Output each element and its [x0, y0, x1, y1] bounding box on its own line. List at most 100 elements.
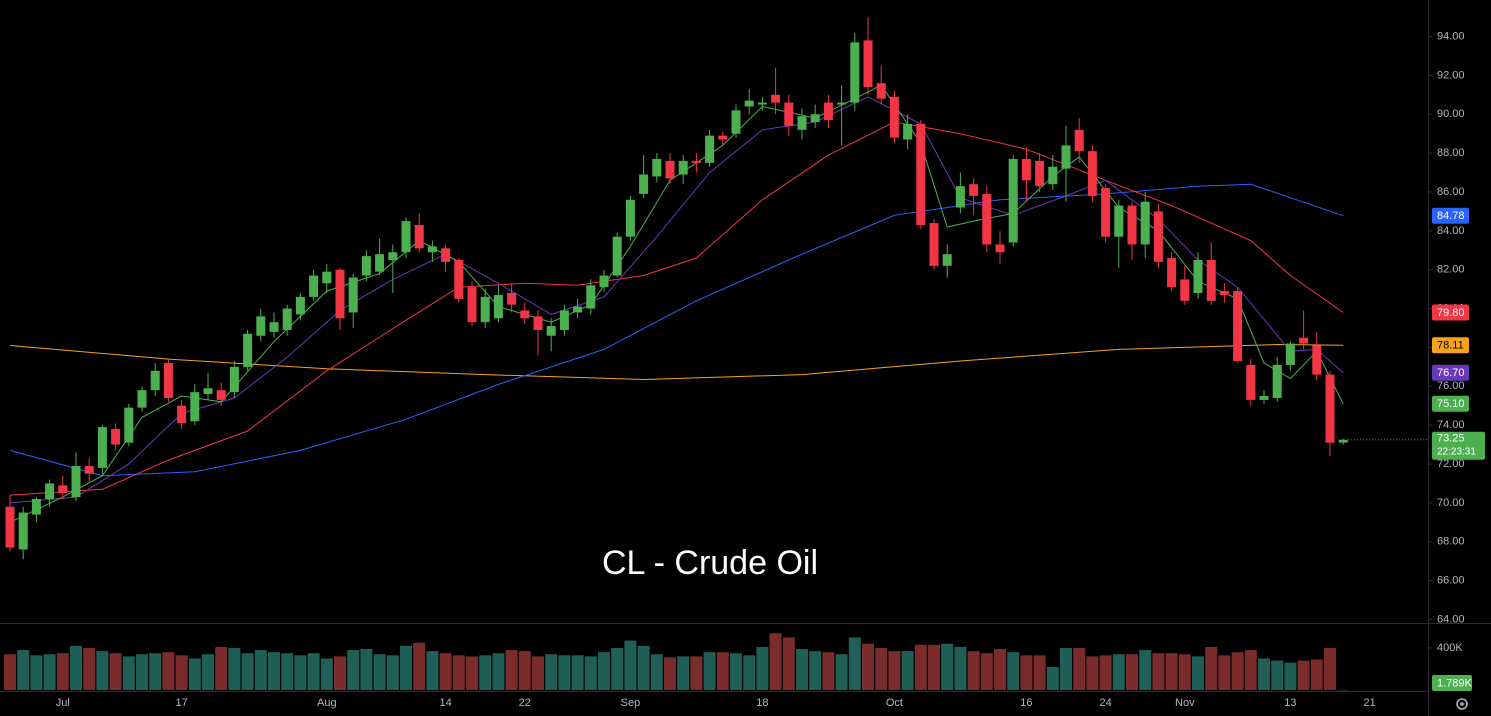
volume-bar — [426, 651, 439, 690]
candle-body — [889, 96, 899, 138]
volume-bar — [1033, 655, 1046, 690]
candle-body — [1101, 188, 1111, 237]
volume-bar — [386, 655, 399, 690]
candle-body — [31, 498, 41, 515]
volume-bar — [1007, 652, 1020, 690]
last-value-badge — [1432, 337, 1469, 354]
x-tick-label: Aug — [317, 697, 337, 709]
last-value-badge — [1432, 304, 1469, 321]
candle-body — [1008, 158, 1018, 243]
volume-bar — [809, 651, 822, 690]
volume-bar — [492, 653, 505, 690]
volume-bar — [994, 649, 1006, 690]
last-value-label: 76.70 — [1437, 367, 1465, 379]
volume-bar — [373, 654, 386, 690]
volume-bar — [901, 651, 914, 690]
candle-body — [916, 123, 926, 226]
candle-body — [97, 427, 107, 468]
volume-bar — [1152, 653, 1165, 690]
volume-bar — [268, 652, 280, 690]
candle-body — [388, 252, 398, 260]
gear-center[interactable] — [1460, 702, 1464, 706]
candle-body — [1259, 396, 1269, 400]
volume-bar — [1218, 655, 1231, 690]
volume-bar — [281, 653, 294, 690]
last-value-badge — [1432, 364, 1469, 381]
candle-body — [559, 310, 569, 330]
last-value-badge — [1432, 395, 1469, 412]
candle-body — [929, 223, 939, 266]
x-tick-label: 14 — [439, 697, 451, 709]
candle-body — [322, 271, 332, 284]
candle-body — [1233, 291, 1243, 362]
candle-body — [612, 236, 622, 276]
candle-body — [903, 123, 913, 140]
volume-bar — [1284, 662, 1297, 690]
volume-bar — [360, 649, 373, 690]
volume-bar — [1046, 666, 1059, 690]
volume-bar — [1126, 654, 1138, 690]
current-price-label: 73.25 — [1437, 433, 1465, 445]
volume-bar — [848, 637, 861, 690]
volume-bar — [1073, 647, 1086, 690]
volume-bar — [175, 655, 188, 690]
volume-bar — [1271, 660, 1284, 690]
y-tick-label: 84.00 — [1437, 225, 1465, 237]
volume-bar — [17, 650, 30, 690]
candle-body — [942, 254, 952, 266]
volume-bar — [505, 650, 518, 690]
candle-body — [401, 221, 411, 253]
volume-bar — [875, 647, 888, 690]
candle-body — [1312, 345, 1322, 375]
candle-body — [599, 275, 609, 288]
volume-bar — [664, 657, 676, 690]
volume-bar — [518, 651, 531, 690]
settings-icon[interactable] — [1456, 698, 1468, 710]
candle-body — [493, 294, 503, 319]
moving-average-line — [9, 96, 1344, 504]
gear[interactable] — [1456, 698, 1468, 710]
candle-body — [1193, 259, 1203, 294]
volume-bar — [452, 655, 465, 690]
candle-body — [955, 186, 965, 208]
volume-bar — [122, 656, 135, 690]
volume-bar — [888, 651, 901, 690]
volume-bar — [320, 658, 333, 690]
candle-body — [533, 316, 543, 330]
volume-last-label: 1.789K — [1437, 677, 1473, 689]
volume-bar — [1231, 652, 1244, 690]
x-tick-label: 13 — [1284, 697, 1296, 709]
chart-annotation: CL - Crude Oil — [602, 544, 818, 582]
candle-body — [256, 316, 266, 336]
volume-bar — [571, 655, 584, 690]
volume-bar — [294, 655, 307, 690]
volume-bar — [215, 646, 228, 690]
volume-bar — [188, 658, 201, 690]
volume-bar — [769, 633, 782, 690]
x-tick-label: Nov — [1175, 697, 1195, 709]
volume-bar — [756, 646, 769, 690]
y-tick-label: 90.00 — [1437, 108, 1465, 120]
candle-body — [586, 285, 596, 309]
volume-bar — [980, 653, 993, 690]
candle-body — [810, 114, 820, 123]
volume-bar — [835, 654, 848, 690]
candle-body — [203, 388, 213, 395]
candle-body — [309, 275, 319, 297]
volume-bar — [532, 656, 544, 690]
candle-body — [111, 429, 121, 445]
x-tick-label: 24 — [1099, 697, 1111, 709]
volume-bar — [954, 646, 967, 690]
volume-bar — [862, 643, 874, 690]
volume-bar — [56, 653, 69, 690]
volume-bar — [782, 637, 795, 690]
volume-bar — [677, 656, 690, 690]
candle-body — [124, 407, 134, 443]
y-tick-label: 82.00 — [1437, 264, 1465, 276]
x-tick-label: 21 — [1363, 697, 1375, 709]
plot: 64.0066.0068.0070.0072.0074.0076.0078.00… — [4, 17, 1485, 709]
y-tick-label: 76.00 — [1437, 380, 1465, 392]
candle-body — [269, 322, 279, 332]
volume-bar — [466, 656, 478, 690]
candle-body — [1048, 166, 1058, 185]
